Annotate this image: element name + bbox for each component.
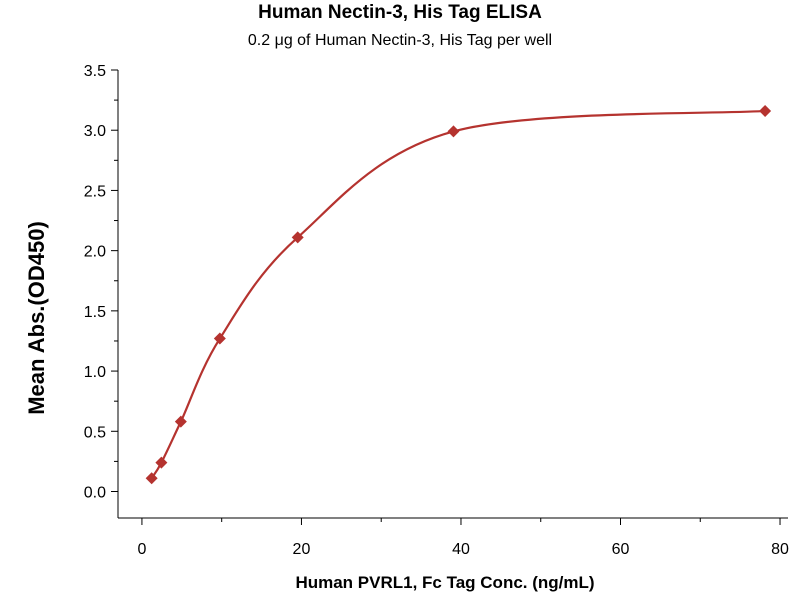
y-tick-label: 2.5 [84,183,106,200]
data-point [145,472,158,485]
x-tick-label: 60 [612,541,630,558]
x-axis-title: Human PVRL1, Fc Tag Conc. (ng/mL) [295,573,594,592]
y-tick-label: 0.5 [84,424,106,441]
chart-subtitle: 0.2 μg of Human Nectin-3, His Tag per we… [247,32,553,49]
data-point [447,125,460,138]
y-tick-label: 2.0 [84,244,106,261]
data-point [174,415,187,428]
y-tick-label: 0.0 [84,485,106,502]
y-tick-label: 1.5 [84,304,106,321]
x-tick-label: 40 [452,541,470,558]
chart-title: Human Nectin-3, His Tag ELISA [258,2,542,23]
y-tick-label: 3.5 [84,63,106,80]
x-tick-label: 20 [293,541,311,558]
data-point [155,456,168,469]
data-point [213,332,226,345]
y-axis-title: Mean Abs.(OD450) [24,221,49,415]
fit-curve-layer [150,109,766,479]
y-tick-label: 3.0 [84,123,106,140]
y-tick-label: 1.0 [84,364,106,381]
axes: 0 20 40 60 80 0.0 0.5 1.0 1.5 2.0 2.5 3.0 3.5 [84,63,789,558]
fit-curve [150,109,766,479]
data-point [291,231,304,244]
data-point [759,104,772,117]
data-points-layer [145,104,772,485]
x-tick-label: 0 [137,541,146,558]
x-tick-label: 80 [771,541,789,558]
